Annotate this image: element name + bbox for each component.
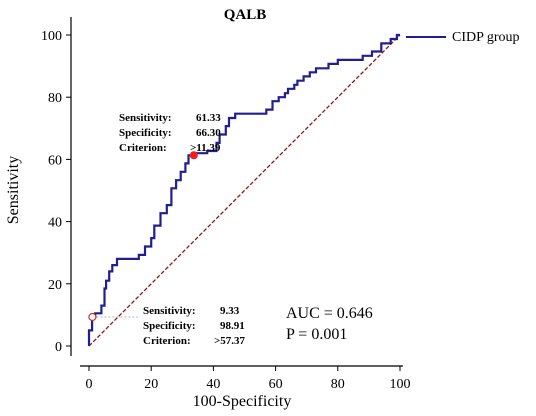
y-tick-label-80: 80: [48, 91, 62, 106]
x-tick-label-0: 0: [86, 377, 93, 392]
hl2-sensitivity-value: 9.33: [220, 305, 240, 317]
hl2-specificity-value: 98.91: [220, 320, 245, 332]
criterion-point-1-label: Sensitivity: 61.33 Specificity: 66.30 Cr…: [119, 112, 221, 154]
criterion-point-2-label: Sensitivity: 9.33 Specificity: 98.91 Cri…: [143, 305, 246, 347]
hl1-sensitivity-value: 61.33: [196, 112, 221, 124]
hl1-criterion-value: >11.39: [190, 142, 221, 154]
y-tick-label-100: 100: [41, 29, 62, 44]
x-tick-label-40: 40: [206, 377, 220, 392]
axes: 0 20 40 60 80 100 0 20 40 60 80 100: [41, 17, 411, 392]
hl2-sensitivity-label: Sensitivity:: [143, 305, 196, 317]
hl2-criterion-value: >57.37: [214, 335, 246, 347]
legend-label-cidp-group: CIDP group: [452, 30, 520, 45]
x-tick-label-80: 80: [331, 377, 345, 392]
x-ticks: 0 20 40 60 80 100: [86, 366, 411, 392]
y-axis-label: Sensitivity: [5, 156, 22, 224]
x-tick-label-60: 60: [269, 377, 283, 392]
p-value-text: P = 0.001: [286, 326, 347, 343]
reference-diagonal-line: [88, 34, 401, 347]
x-axis-label: 100-Specificity: [193, 393, 292, 410]
criterion-point-1-marker: [189, 151, 198, 160]
auc-text: AUC = 0.646: [286, 305, 373, 322]
hl1-specificity-value: 66.30: [196, 127, 221, 139]
y-tick-label-20: 20: [48, 278, 62, 293]
y-tick-label-60: 60: [48, 153, 62, 168]
stats-annotation: AUC = 0.646 P = 0.001: [286, 305, 373, 343]
x-tick-label-100: 100: [390, 377, 411, 392]
chart-title: QALB: [224, 7, 267, 23]
y-ticks: 0 20 40 60 80 100: [41, 29, 71, 355]
y-tick-label-0: 0: [55, 340, 62, 355]
hl1-specificity-label: Specificity:: [119, 127, 172, 139]
hl1-sensitivity-label: Sensitivity:: [119, 112, 172, 124]
hl1-criterion-label: Criterion:: [119, 142, 167, 154]
x-tick-label-20: 20: [144, 377, 158, 392]
y-tick-label-40: 40: [48, 216, 62, 231]
hl2-specificity-label: Specificity:: [143, 320, 196, 332]
roc-curve-line: [87, 33, 400, 346]
criterion-point-2-marker: [88, 312, 97, 322]
hl2-criterion-label: Criterion:: [143, 335, 191, 347]
legend: CIDP group: [406, 30, 520, 45]
